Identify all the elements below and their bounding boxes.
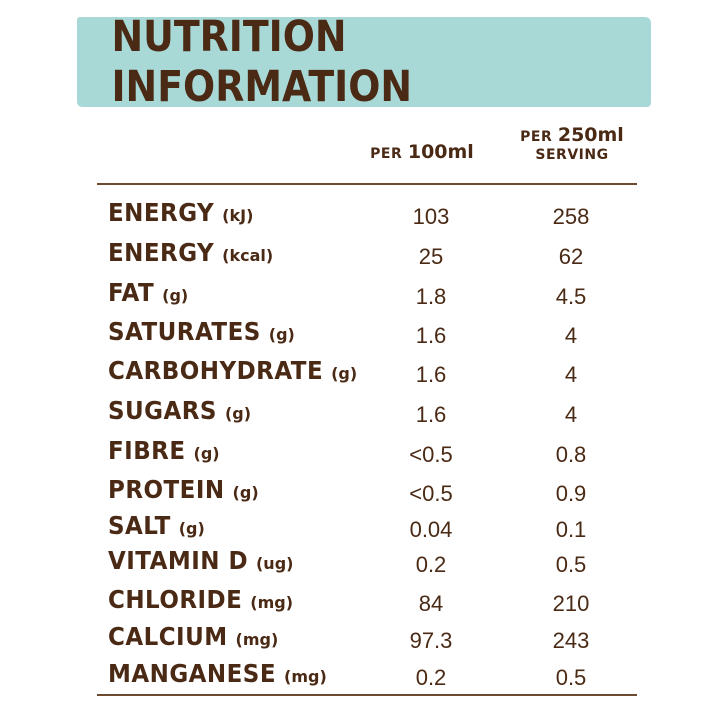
nutrient-unit: (g) xyxy=(178,519,205,538)
nutrient-label: ENERGY (kcal) xyxy=(108,238,273,276)
nutrient-unit: (g) xyxy=(193,444,220,463)
value-per-100ml: 84 xyxy=(418,591,444,616)
nutrient-name: ENERGY xyxy=(108,198,215,227)
nutrient-name: MANGANESE xyxy=(108,659,277,688)
value-per-100ml: 1.6 xyxy=(415,402,447,427)
value-per-serving: 0.9 xyxy=(555,481,587,506)
nutrient-label: FAT (g) xyxy=(108,278,188,316)
value-per-100ml: 1.6 xyxy=(415,362,447,387)
nutrient-unit: (g) xyxy=(331,364,358,383)
value-per-serving: 0.1 xyxy=(555,517,587,542)
nutrient-label: PROTEIN (g) xyxy=(108,475,259,513)
column-header-per-serving: PER 250ml SERVING xyxy=(508,124,636,163)
nutrient-unit: (kcal) xyxy=(222,246,274,265)
column-header-prefix: PER xyxy=(520,129,553,145)
table-row: FAT (g) 1.8 4.5 xyxy=(0,278,720,316)
value-per-100ml: <0.5 xyxy=(409,481,453,506)
value-per-100ml: 1.8 xyxy=(415,284,447,309)
value-per-100ml: 1.6 xyxy=(415,323,447,348)
value-per-serving: 4 xyxy=(564,323,578,348)
nutrient-label: CARBOHYDRATE (g) xyxy=(108,356,357,394)
table-row: PROTEIN (g) <0.5 0.9 xyxy=(0,475,720,513)
nutrient-unit: (g) xyxy=(162,286,189,305)
value-per-100ml: 0.2 xyxy=(415,552,447,577)
nutrient-label: VITAMIN D (ug) xyxy=(108,546,293,584)
nutrient-label: SUGARS (g) xyxy=(108,396,251,434)
nutrient-label: FIBRE (g) xyxy=(108,436,220,474)
nutrient-label: SATURATES (g) xyxy=(108,317,295,355)
nutrient-label: MANGANESE (mg) xyxy=(108,659,327,697)
value-per-100ml: 25 xyxy=(418,244,444,269)
nutrient-label: CALCIUM (mg) xyxy=(108,622,278,660)
value-per-serving: 0.8 xyxy=(555,442,587,467)
value-per-serving: 0.5 xyxy=(555,552,587,577)
value-per-serving: 258 xyxy=(552,204,590,229)
title-band: NUTRITION INFORMATION xyxy=(77,12,651,112)
value-per-serving: 0.5 xyxy=(555,665,587,690)
table-row: FIBRE (g) <0.5 0.8 xyxy=(0,436,720,474)
nutrient-name: CARBOHYDRATE xyxy=(108,356,324,385)
value-per-serving: 62 xyxy=(558,244,584,269)
table-row: MANGANESE (mg) 0.2 0.5 xyxy=(0,659,720,697)
nutrient-unit: (mg) xyxy=(235,630,279,649)
nutrient-label: CHLORIDE (mg) xyxy=(108,585,293,623)
nutrient-name: SALT xyxy=(108,511,171,540)
nutrient-name: FAT xyxy=(108,278,155,307)
table-row: SALT (g) 0.04 0.1 xyxy=(0,511,720,549)
nutrient-name: SUGARS xyxy=(108,396,217,425)
table-row: ENERGY (kcal) 25 62 xyxy=(0,238,720,276)
column-header-amount: 250ml xyxy=(557,124,624,146)
nutrient-name: CALCIUM xyxy=(108,622,228,651)
nutrient-name: FIBRE xyxy=(108,436,186,465)
value-per-100ml: 103 xyxy=(412,204,450,229)
value-per-serving: 4 xyxy=(564,402,578,427)
column-header-amount: 100ml xyxy=(407,141,474,163)
column-header-per-100ml: PER 100ml xyxy=(360,141,484,164)
value-per-100ml: 0.2 xyxy=(415,665,447,690)
nutrient-unit: (ug) xyxy=(255,554,294,573)
value-per-serving: 4 xyxy=(564,362,578,387)
table-row: CHLORIDE (mg) 84 210 xyxy=(0,585,720,623)
nutrient-name: CHLORIDE xyxy=(108,585,243,614)
table-row: SATURATES (g) 1.6 4 xyxy=(0,317,720,355)
nutrient-unit: (mg) xyxy=(250,593,294,612)
table-row: CARBOHYDRATE (g) 1.6 4 xyxy=(0,356,720,394)
nutrient-unit: (g) xyxy=(232,483,259,502)
nutrient-unit: (g) xyxy=(268,325,295,344)
value-per-100ml: 0.04 xyxy=(409,517,453,542)
nutrient-unit: (g) xyxy=(224,404,252,423)
value-per-100ml: 97.3 xyxy=(409,628,453,653)
nutrient-name: SATURATES xyxy=(108,317,261,346)
table-row: SUGARS (g) 1.6 4 xyxy=(0,396,720,434)
value-per-serving: 243 xyxy=(552,628,590,653)
nutrient-label: ENERGY (kJ) xyxy=(108,198,253,236)
nutrient-unit: (kJ) xyxy=(222,206,254,225)
table-row: ENERGY (kJ) 103 258 xyxy=(0,198,720,236)
page-title: NUTRITION INFORMATION xyxy=(111,12,413,112)
column-header-prefix: PER xyxy=(370,146,403,162)
footer-divider xyxy=(97,694,637,696)
header-divider xyxy=(97,183,637,185)
column-header-suffix: SERVING xyxy=(535,146,609,163)
value-per-serving: 210 xyxy=(552,591,590,616)
nutrient-name: ENERGY xyxy=(108,238,215,267)
table-row: CALCIUM (mg) 97.3 243 xyxy=(0,622,720,660)
nutrient-name: PROTEIN xyxy=(108,475,225,504)
value-per-serving: 4.5 xyxy=(555,284,587,309)
table-row: VITAMIN D (ug) 0.2 0.5 xyxy=(0,546,720,584)
nutrient-name: VITAMIN D xyxy=(108,546,248,575)
value-per-100ml: <0.5 xyxy=(409,442,453,467)
nutrient-unit: (mg) xyxy=(284,667,327,686)
nutrient-label: SALT (g) xyxy=(108,511,205,549)
